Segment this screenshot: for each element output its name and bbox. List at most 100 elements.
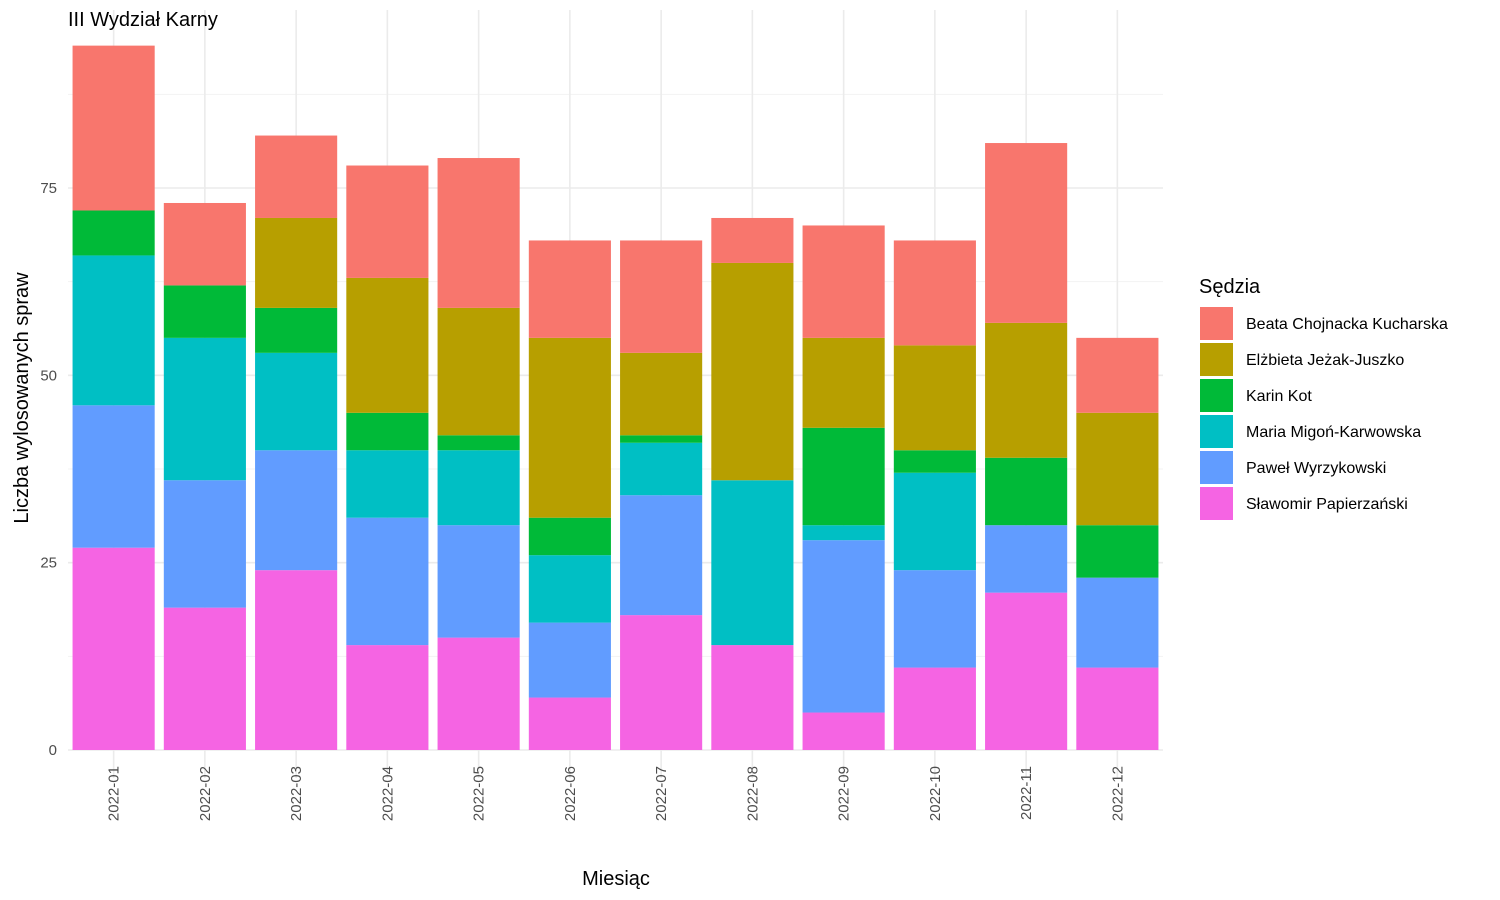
bar-segment: [985, 143, 1068, 323]
bar-segment: [528, 622, 611, 698]
legend-label: Maria Migoń-Karwowska: [1246, 424, 1421, 441]
bar-segment: [255, 217, 338, 308]
legend-swatch: [1200, 379, 1233, 412]
y-tick-label: 0: [49, 742, 57, 759]
bar-segment: [893, 450, 976, 473]
bar-segment: [620, 615, 703, 750]
bar-segment: [72, 255, 155, 406]
bar-segment: [528, 555, 611, 623]
x-tick-label: 2022-08: [744, 766, 761, 821]
bar-segment: [163, 337, 246, 481]
bar-segment: [985, 592, 1068, 750]
bar-segment: [620, 442, 703, 496]
legend-swatch: [1200, 451, 1233, 484]
bar-segment: [437, 525, 520, 638]
bar-segment: [802, 712, 885, 750]
legend-title: Sędzia: [1199, 276, 1261, 298]
legend-swatch: [1200, 415, 1233, 448]
bar-segment: [437, 450, 520, 526]
bar-segment: [255, 135, 338, 218]
bar-segment: [985, 457, 1068, 526]
x-tick-label: 2022-04: [379, 766, 396, 821]
bar-segment: [163, 202, 246, 286]
x-tick-label: 2022-03: [288, 766, 305, 821]
legend: Sędzia Beata Chojnacka Kucharska Elżbieta…: [1199, 276, 1448, 520]
bar-segment: [255, 450, 338, 571]
x-tick-label: 2022-06: [562, 766, 579, 821]
legend-label: Paweł Wyrzykowski: [1246, 460, 1386, 477]
bar-segment: [437, 307, 520, 436]
bar-segment: [437, 158, 520, 308]
bar-segment: [1076, 525, 1159, 578]
bar-segment: [72, 405, 155, 548]
y-axis-title: Liczba wylosowanych spraw: [11, 272, 33, 524]
x-tick-label: 2022-07: [653, 766, 670, 821]
bar-segment: [346, 645, 429, 750]
bar-segment: [437, 637, 520, 750]
x-tick-label: 2022-09: [836, 766, 853, 821]
bar-segment: [711, 480, 794, 646]
bar-segment: [802, 540, 885, 713]
bar-segment: [1076, 412, 1159, 526]
bar-segment: [893, 667, 976, 750]
bar-segment: [802, 427, 885, 526]
bar-segment: [72, 210, 155, 256]
bar-segment: [346, 277, 429, 413]
bar-segment: [620, 240, 703, 353]
bar-segment: [802, 525, 885, 541]
bar-segment: [711, 262, 794, 481]
bar-segment: [528, 697, 611, 750]
y-tick-label: 50: [40, 367, 57, 384]
y-axis-ticks: 0 25 50 75: [40, 180, 57, 759]
bar-segment: [893, 345, 976, 451]
bar-segment: [528, 517, 611, 556]
bar-segment: [528, 337, 611, 518]
bar-segment: [1076, 577, 1159, 668]
bars: [72, 45, 1159, 750]
bar-segment: [985, 322, 1068, 458]
bar-segment: [620, 435, 703, 443]
bar-segment: [620, 495, 703, 616]
bar-segment: [437, 435, 520, 451]
bar-segment: [711, 217, 794, 263]
bar-segment: [255, 352, 338, 451]
x-tick-label: 2022-05: [471, 766, 488, 821]
bar-segment: [802, 225, 885, 338]
bar-segment: [346, 165, 429, 278]
bar-segment: [802, 337, 885, 428]
bar-segment: [1076, 667, 1159, 750]
bar-segment: [346, 412, 429, 451]
x-tick-label: 2022-12: [1109, 766, 1126, 821]
y-tick-label: 25: [40, 555, 57, 572]
bar-segment: [985, 525, 1068, 593]
x-tick-label: 2022-02: [197, 766, 214, 821]
bar-segment: [1076, 337, 1159, 413]
bar-segment: [893, 240, 976, 346]
y-tick-label: 75: [40, 180, 57, 197]
bar-segment: [255, 307, 338, 353]
bar-segment: [163, 480, 246, 608]
x-tick-label: 2022-10: [927, 766, 944, 821]
legend-label: Sławomir Papierzański: [1246, 496, 1408, 513]
bar-segment: [346, 450, 429, 518]
bar-segment: [711, 645, 794, 750]
bar-segment: [893, 472, 976, 571]
legend-label: Beata Chojnacka Kucharska: [1246, 316, 1448, 333]
legend-swatch: [1200, 487, 1233, 520]
bar-segment: [893, 570, 976, 668]
bar-segment: [528, 240, 611, 338]
legend-swatch: [1200, 343, 1233, 376]
bar-segment: [620, 352, 703, 436]
bar-segment: [163, 607, 246, 750]
x-axis-ticks: 2022-01 2022-02 2022-03 2022-04 2022-05 2022-…: [106, 766, 1127, 821]
bar-segment: [346, 517, 429, 646]
x-axis-title: Miesiąc: [582, 868, 650, 890]
bar-segment: [163, 285, 246, 338]
bar-segment: [72, 547, 155, 750]
legend-swatch: [1200, 307, 1233, 340]
bar-segment: [255, 570, 338, 750]
x-tick-label: 2022-01: [106, 766, 123, 821]
legend-label: Elżbieta Jeżak-Juszko: [1246, 352, 1404, 369]
x-tick-label: 2022-11: [1018, 766, 1035, 820]
